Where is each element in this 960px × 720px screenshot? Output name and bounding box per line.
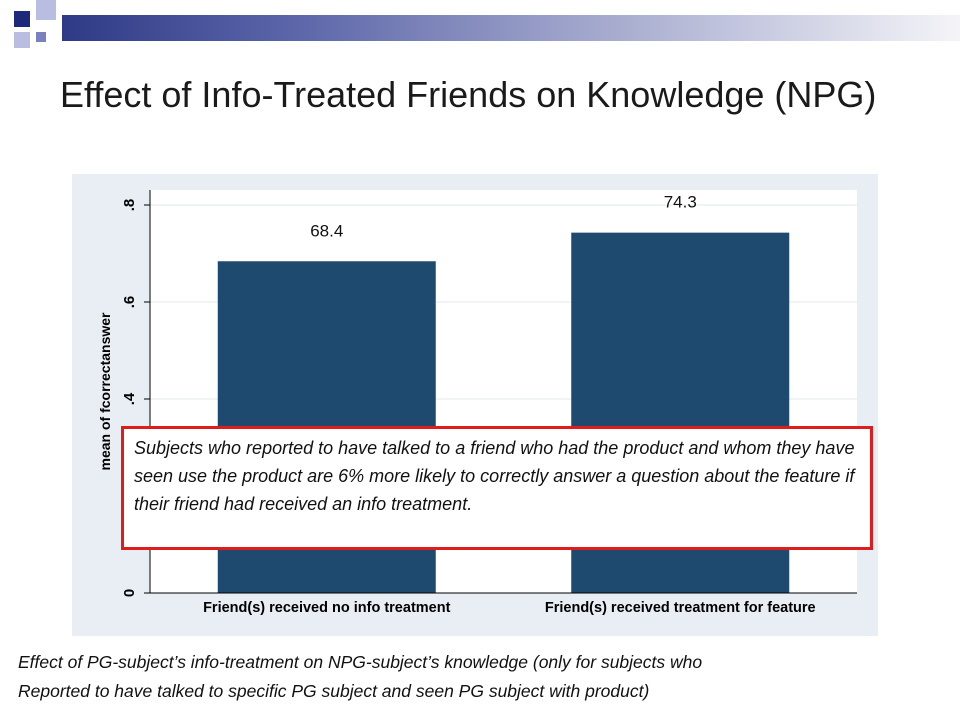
caption-line-1: Effect of PG-subject’s info-treatment on… xyxy=(18,652,703,672)
x-category-label: Friend(s) received treatment for feature xyxy=(545,600,816,616)
y-tick-label: .8 xyxy=(121,199,138,212)
y-axis-label: mean of fcorrectanswer xyxy=(97,312,113,470)
bar-data-label: 68.4 xyxy=(310,221,343,240)
decorative-squares xyxy=(14,0,56,48)
slide-caption: Effect of PG-subject’s info-treatment on… xyxy=(18,648,958,706)
callout-box: Subjects who reported to have talked to … xyxy=(121,426,873,550)
y-tick-label: .4 xyxy=(121,392,138,405)
x-category-label: Friend(s) received no info treatment xyxy=(203,600,451,616)
y-tick-label: .6 xyxy=(121,296,138,309)
deco-square-mid xyxy=(36,32,46,42)
bar-data-label: 74.3 xyxy=(664,193,697,212)
deco-square-navy xyxy=(14,11,30,27)
deco-square-light-1 xyxy=(36,0,56,20)
deco-square-light-2 xyxy=(14,32,30,48)
header-gradient-bar xyxy=(62,15,960,41)
slide-title: Effect of Info-Treated Friends on Knowle… xyxy=(60,74,877,115)
caption-line-2: Reported to have talked to specific PG s… xyxy=(18,681,650,701)
y-tick-label: 0 xyxy=(121,589,138,597)
